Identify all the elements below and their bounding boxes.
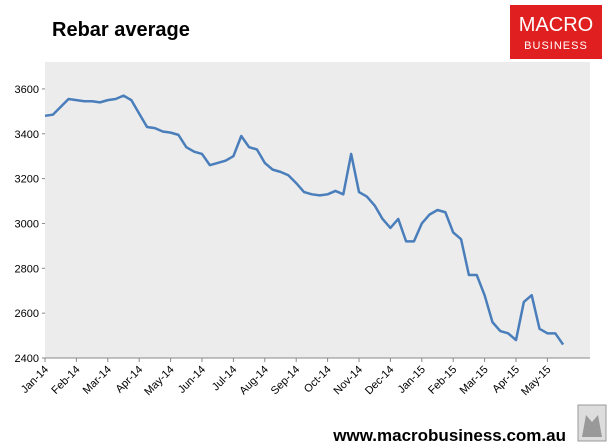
- y-tick-label: 2400: [15, 353, 39, 365]
- x-tick-label: Dec-14: [363, 364, 397, 398]
- y-tick-label: 2800: [15, 263, 39, 275]
- logo-bottom: BUSINESS: [524, 40, 588, 52]
- x-tick-label: Feb-14: [49, 364, 82, 397]
- x-tick-label: Jan-14: [19, 364, 51, 396]
- wolf-icon: [582, 415, 602, 437]
- x-tick-label: Apr-15: [490, 364, 522, 396]
- data-line: [44, 94, 565, 346]
- x-tick-label: Feb-15: [426, 364, 459, 397]
- x-tick-label: May-15: [519, 364, 553, 398]
- x-tick-label: Mar-14: [81, 364, 114, 397]
- logo-top: MACRO: [519, 14, 593, 36]
- x-tick-label: Jun-14: [176, 364, 208, 396]
- y-tick-label: 3200: [15, 174, 39, 186]
- logo-box: [510, 5, 602, 59]
- x-tick-label: Jan-15: [396, 364, 428, 396]
- x-tick-label: Apr-14: [113, 364, 145, 396]
- chart-title: Rebar average: [52, 19, 190, 41]
- x-tick-label: Aug-14: [237, 364, 271, 398]
- y-tick-label: 2600: [15, 308, 39, 320]
- y-tick-label: 3400: [15, 129, 39, 141]
- footer: www.macrobusiness.com.au: [332, 426, 566, 443]
- y-tick-label: 3600: [15, 84, 39, 96]
- x-tick-label: Oct-14: [302, 364, 334, 396]
- x-tick-label: Sep-14: [269, 364, 303, 398]
- x-tick-label: Mar-15: [458, 364, 491, 397]
- x-tick-label: Jul-14: [210, 364, 240, 394]
- x-tick-label: May-14: [142, 364, 176, 398]
- x-tick-label: Nov-14: [332, 364, 366, 398]
- plot-area: [45, 62, 590, 358]
- y-tick-label: 3000: [15, 218, 39, 230]
